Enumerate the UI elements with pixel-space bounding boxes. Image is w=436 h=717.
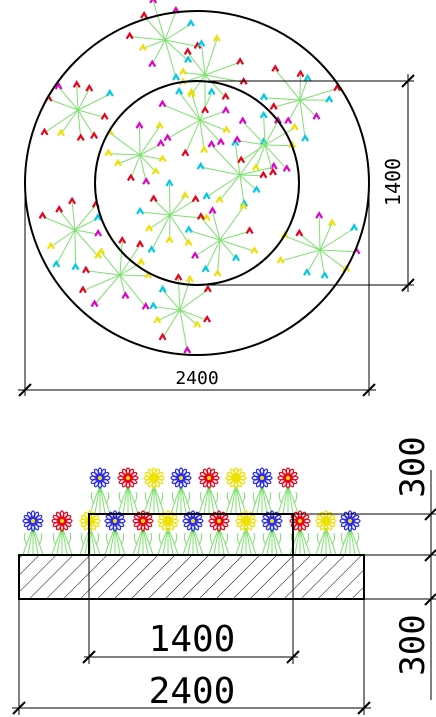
plan-inner-diameter-label: 1400 xyxy=(381,158,405,206)
elevation-height-dimensions: 300 300 xyxy=(293,436,436,700)
flower-stems xyxy=(225,485,247,515)
flower-stems xyxy=(315,527,337,556)
elevation-flowers xyxy=(22,467,361,556)
flower-stems xyxy=(277,485,299,515)
base-slab xyxy=(18,554,365,600)
plan-outer-diameter-label: 2400 xyxy=(175,368,218,389)
flower-stems xyxy=(170,485,192,515)
elevation-view: 300 300 1400 2400 xyxy=(12,436,436,715)
plan-flower-cluster xyxy=(184,201,259,277)
plan-flower-cluster xyxy=(136,178,211,253)
daisy-flower xyxy=(315,510,337,532)
outer-bed-circle xyxy=(24,10,370,356)
plan-flower-clusters xyxy=(38,0,361,354)
plan-flower-cluster xyxy=(158,87,231,157)
daisy-flower xyxy=(22,510,44,532)
plan-flower-cluster xyxy=(149,273,212,354)
plan-flower-cluster xyxy=(38,196,103,271)
daisy-flower xyxy=(235,510,257,532)
plan-flower-cluster xyxy=(178,34,248,114)
flower-stems xyxy=(132,527,154,556)
elevation-inner-width-dimension: 1400 xyxy=(82,555,300,664)
flower-stems xyxy=(198,485,220,515)
flower-stems xyxy=(251,485,273,515)
daisy-flower xyxy=(182,510,204,532)
flower-stems xyxy=(143,485,165,515)
flower-stems xyxy=(104,527,126,556)
inner-width-label: 1400 xyxy=(149,619,236,660)
daisy-flower xyxy=(339,510,361,532)
daisy-flower xyxy=(117,467,139,489)
flower-stems xyxy=(208,527,230,556)
daisy-flower xyxy=(104,510,126,532)
elevation-base-width-dimension: 2400 xyxy=(12,599,371,715)
flower-stems xyxy=(339,527,361,556)
plan-outer-dimension: 2400 xyxy=(18,183,376,397)
daisy-flower xyxy=(225,467,247,489)
flower-stems xyxy=(22,527,44,556)
flower-stems xyxy=(157,527,179,556)
plan-flower-cluster xyxy=(104,121,167,185)
flower-stems xyxy=(182,527,204,556)
plan-flower-cluster xyxy=(40,80,114,142)
plan-inner-dimension: 1400 xyxy=(197,74,415,292)
daisy-flower xyxy=(289,510,311,532)
plan-flower-cluster xyxy=(196,137,278,207)
inner-tier-outline xyxy=(88,513,294,555)
flower-stems xyxy=(89,485,111,515)
plan-view: 1400 2400 xyxy=(18,0,415,397)
daisy-flower xyxy=(251,467,273,489)
daisy-flower xyxy=(198,467,220,489)
daisy-flower xyxy=(51,510,73,532)
base-width-label: 2400 xyxy=(149,671,236,712)
daisy-flower xyxy=(208,510,230,532)
flower-stems xyxy=(117,485,139,515)
daisy-flower xyxy=(143,467,165,489)
upper-height-label: 300 xyxy=(393,436,433,497)
lower-height-label: 300 xyxy=(393,614,433,675)
flower-stems xyxy=(51,527,73,556)
daisy-flower xyxy=(170,467,192,489)
plan-flower-cluster xyxy=(78,236,153,310)
flower-stems xyxy=(261,527,283,556)
daisy-flower xyxy=(89,467,111,489)
flower-stems xyxy=(235,527,257,556)
daisy-flower xyxy=(277,467,299,489)
plan-flower-cluster xyxy=(259,64,342,142)
plan-flower-cluster xyxy=(233,110,299,176)
